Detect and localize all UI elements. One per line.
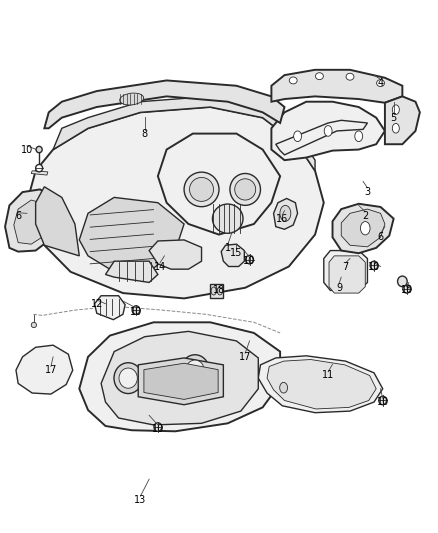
Polygon shape — [341, 209, 385, 247]
Polygon shape — [16, 345, 73, 394]
Text: 6: 6 — [378, 232, 384, 243]
Text: 10: 10 — [244, 256, 256, 266]
Ellipse shape — [212, 204, 243, 233]
Polygon shape — [31, 171, 48, 175]
Ellipse shape — [360, 222, 370, 235]
Ellipse shape — [132, 306, 140, 314]
Ellipse shape — [346, 73, 354, 80]
Polygon shape — [14, 200, 49, 244]
Polygon shape — [79, 322, 280, 431]
Polygon shape — [5, 189, 62, 252]
Polygon shape — [27, 107, 324, 298]
Ellipse shape — [280, 382, 288, 393]
Ellipse shape — [190, 177, 214, 201]
Polygon shape — [79, 197, 184, 272]
Polygon shape — [272, 102, 385, 160]
Ellipse shape — [211, 287, 216, 295]
Polygon shape — [53, 96, 315, 171]
Polygon shape — [158, 134, 280, 235]
Ellipse shape — [120, 93, 144, 105]
Ellipse shape — [217, 287, 223, 295]
Text: 6: 6 — [15, 211, 21, 221]
Ellipse shape — [403, 285, 411, 293]
Ellipse shape — [392, 124, 399, 133]
Text: 9: 9 — [336, 283, 342, 293]
Polygon shape — [210, 284, 223, 298]
Ellipse shape — [181, 355, 209, 385]
Ellipse shape — [235, 179, 256, 200]
Text: 4: 4 — [378, 78, 384, 88]
Ellipse shape — [36, 147, 42, 153]
Polygon shape — [258, 356, 383, 413]
Text: 12: 12 — [91, 298, 103, 309]
Ellipse shape — [377, 79, 385, 86]
Text: 11: 11 — [322, 370, 334, 381]
Ellipse shape — [114, 363, 142, 393]
Ellipse shape — [379, 396, 387, 405]
Ellipse shape — [355, 131, 363, 142]
Ellipse shape — [186, 360, 204, 380]
Polygon shape — [274, 198, 297, 229]
Text: 14: 14 — [154, 262, 166, 271]
Polygon shape — [329, 256, 365, 293]
Text: 10: 10 — [152, 424, 164, 434]
Ellipse shape — [315, 72, 323, 79]
Ellipse shape — [370, 261, 378, 270]
Polygon shape — [106, 261, 158, 282]
Polygon shape — [221, 244, 244, 266]
Polygon shape — [272, 70, 403, 103]
Polygon shape — [332, 204, 394, 253]
Ellipse shape — [280, 205, 291, 221]
Polygon shape — [101, 332, 258, 425]
Text: 3: 3 — [364, 187, 371, 197]
Text: 18: 18 — [213, 286, 225, 295]
Text: 16: 16 — [276, 214, 289, 224]
Text: 10: 10 — [377, 397, 389, 407]
Polygon shape — [44, 80, 285, 128]
Ellipse shape — [35, 165, 42, 172]
Ellipse shape — [398, 276, 407, 287]
Ellipse shape — [392, 105, 399, 115]
Text: 8: 8 — [142, 128, 148, 139]
Ellipse shape — [119, 368, 138, 388]
Ellipse shape — [31, 322, 36, 328]
Text: 17: 17 — [45, 365, 57, 375]
Text: 2: 2 — [362, 211, 368, 221]
Text: 15: 15 — [230, 248, 243, 258]
Polygon shape — [324, 251, 367, 290]
Polygon shape — [149, 240, 201, 269]
Polygon shape — [138, 358, 223, 405]
Text: 5: 5 — [391, 112, 397, 123]
Ellipse shape — [230, 173, 261, 205]
Polygon shape — [95, 296, 125, 320]
Polygon shape — [267, 360, 376, 409]
Ellipse shape — [246, 255, 254, 264]
Text: 10: 10 — [130, 306, 142, 317]
Text: 10: 10 — [368, 262, 380, 271]
Ellipse shape — [293, 131, 301, 142]
Text: 10: 10 — [401, 286, 413, 295]
Polygon shape — [35, 187, 79, 256]
Text: 10: 10 — [21, 144, 33, 155]
Polygon shape — [276, 120, 367, 155]
Text: 7: 7 — [343, 262, 349, 271]
Polygon shape — [385, 96, 420, 144]
Text: 1: 1 — [225, 243, 231, 253]
Ellipse shape — [184, 172, 219, 207]
Ellipse shape — [289, 77, 297, 84]
Ellipse shape — [154, 423, 162, 431]
Ellipse shape — [324, 126, 332, 136]
Polygon shape — [144, 364, 218, 399]
Text: 13: 13 — [134, 495, 147, 505]
Text: 17: 17 — [239, 352, 251, 362]
